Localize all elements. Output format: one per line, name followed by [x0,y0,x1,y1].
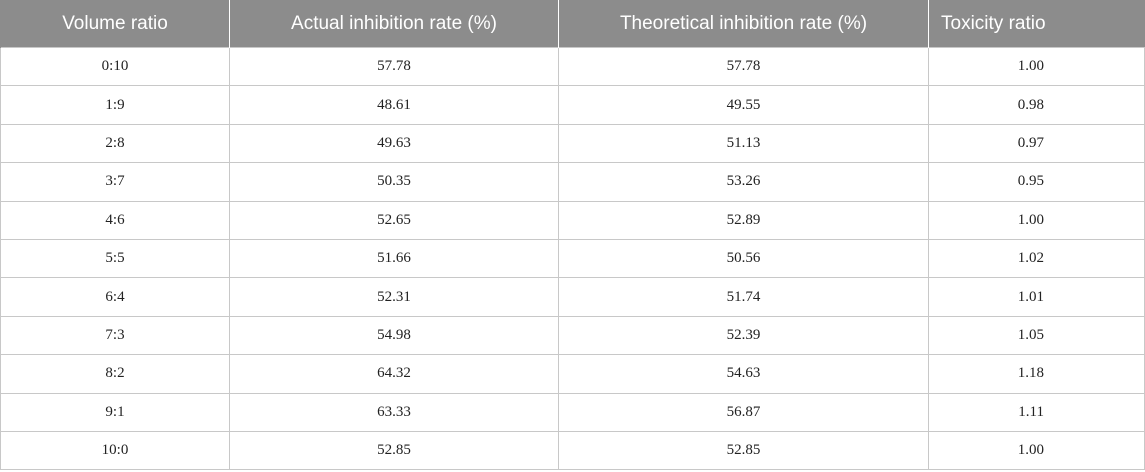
cell-actual-inhibition-rate: 52.31 [229,277,559,317]
header-actual-inhibition-rate: Actual inhibition rate (%) [229,0,559,48]
cell-actual-inhibition-rate: 52.85 [229,430,559,471]
cell-volume-ratio: 0:10 [0,46,230,87]
cell-theoretical-inhibition-rate: 51.74 [558,277,929,317]
table-row: 8:2 64.32 54.63 1.18 [0,354,1145,394]
table-row: 9:1 63.33 56.87 1.11 [0,392,1145,432]
cell-volume-ratio: 3:7 [0,162,230,202]
table-row: 6:4 52.31 51.74 1.01 [0,277,1145,317]
cell-actual-inhibition-rate: 50.35 [229,162,559,202]
cell-volume-ratio: 1:9 [0,85,230,125]
table-row: 0:10 57.78 57.78 1.00 [0,46,1145,87]
table-row: 2:8 49.63 51.13 0.97 [0,123,1145,164]
header-volume-ratio: Volume ratio [0,0,230,48]
cell-volume-ratio: 9:1 [0,392,230,432]
cell-volume-ratio: 7:3 [0,315,230,356]
table-row: 4:6 52.65 52.89 1.00 [0,200,1145,240]
cell-actual-inhibition-rate: 52.65 [229,200,559,240]
cell-theoretical-inhibition-rate: 49.55 [558,85,929,125]
cell-toxicity-ratio: 1.18 [928,354,1145,394]
cell-volume-ratio: 6:4 [0,277,230,317]
table-row: 7:3 54.98 52.39 1.05 [0,315,1145,356]
cell-actual-inhibition-rate: 57.78 [229,46,559,87]
cell-toxicity-ratio: 1.00 [928,46,1145,87]
cell-actual-inhibition-rate: 49.63 [229,123,559,164]
table-body: 0:10 57.78 57.78 1.00 1:9 48.61 49.55 0.98 2:8 49… [0,46,1145,471]
cell-theoretical-inhibition-rate: 52.89 [558,200,929,240]
cell-actual-inhibition-rate: 51.66 [229,238,559,279]
table-row: 5:5 51.66 50.56 1.02 [0,238,1145,279]
cell-volume-ratio: 2:8 [0,123,230,164]
cell-theoretical-inhibition-rate: 50.56 [558,238,929,279]
table-header: Volume ratio Actual inhibition rate (%) … [0,0,1145,48]
cell-toxicity-ratio: 1.02 [928,238,1145,279]
cell-theoretical-inhibition-rate: 57.78 [558,46,929,87]
cell-toxicity-ratio: 1.01 [928,277,1145,317]
cell-actual-inhibition-rate: 54.98 [229,315,559,356]
header-theoretical-inhibition-rate: Theoretical inhibition rate (%) [558,0,929,48]
cell-theoretical-inhibition-rate: 53.26 [558,162,929,202]
header-toxicity-ratio: Toxicity ratio [928,0,1145,48]
cell-toxicity-ratio: 1.00 [928,200,1145,240]
cell-volume-ratio: 8:2 [0,354,230,394]
cell-toxicity-ratio: 0.97 [928,123,1145,164]
cell-theoretical-inhibition-rate: 51.13 [558,123,929,164]
cell-volume-ratio: 10:0 [0,430,230,471]
table-row: 3:7 50.35 53.26 0.95 [0,162,1145,202]
cell-theoretical-inhibition-rate: 52.85 [558,430,929,471]
cell-actual-inhibition-rate: 63.33 [229,392,559,432]
cell-toxicity-ratio: 0.95 [928,162,1145,202]
cell-volume-ratio: 5:5 [0,238,230,279]
cell-volume-ratio: 4:6 [0,200,230,240]
header-row: Volume ratio Actual inhibition rate (%) … [0,0,1145,48]
cell-toxicity-ratio: 1.05 [928,315,1145,356]
cell-toxicity-ratio: 1.11 [928,392,1145,432]
table-row: 1:9 48.61 49.55 0.98 [0,85,1145,125]
table-row: 10:0 52.85 52.85 1.00 [0,430,1145,471]
cell-toxicity-ratio: 0.98 [928,85,1145,125]
cell-toxicity-ratio: 1.00 [928,430,1145,471]
cell-theoretical-inhibition-rate: 52.39 [558,315,929,356]
cell-actual-inhibition-rate: 48.61 [229,85,559,125]
cell-theoretical-inhibition-rate: 56.87 [558,392,929,432]
cell-actual-inhibition-rate: 64.32 [229,354,559,394]
cell-theoretical-inhibition-rate: 54.63 [558,354,929,394]
